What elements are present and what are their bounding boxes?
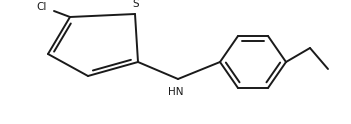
Text: Cl: Cl <box>37 2 47 12</box>
Text: S: S <box>133 0 139 9</box>
Text: HN: HN <box>168 87 184 97</box>
